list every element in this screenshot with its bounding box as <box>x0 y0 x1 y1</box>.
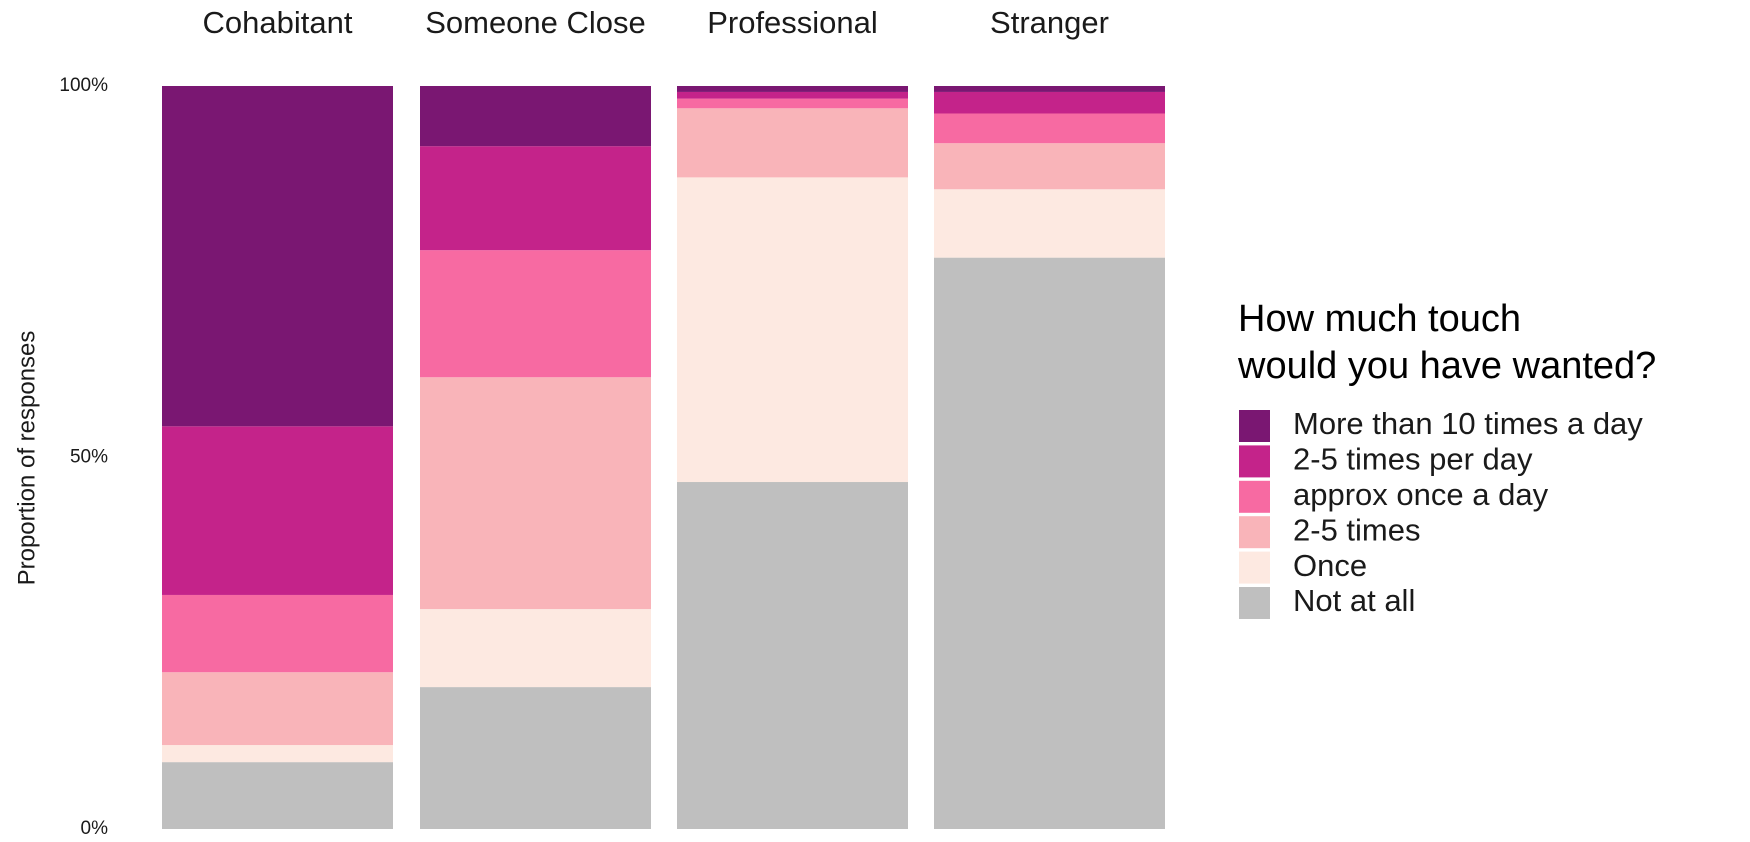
legend-label: approx once a day <box>1293 477 1549 512</box>
legend-swatch <box>1239 516 1270 549</box>
bar-segment <box>934 113 1165 144</box>
bar-segment <box>420 687 651 829</box>
legend-swatch <box>1239 445 1270 478</box>
bar-segment <box>420 609 651 688</box>
legend-label: Once <box>1293 548 1367 583</box>
bar-segment <box>420 377 651 610</box>
bar-segment <box>934 143 1165 190</box>
bar-segment <box>420 250 651 378</box>
bar-segment <box>162 745 393 763</box>
facet-label: Stranger <box>990 5 1109 40</box>
y-tick-label: 100% <box>59 75 108 96</box>
y-tick-label: 0% <box>81 818 109 839</box>
bar-segment <box>162 762 393 829</box>
facet-label: Someone Close <box>425 5 646 40</box>
bar-segment <box>162 426 393 595</box>
bar-segment <box>934 91 1165 114</box>
bar-segment <box>677 86 908 92</box>
bar-segment <box>162 672 393 746</box>
bar-segment <box>934 189 1165 258</box>
bar-segment <box>420 86 651 147</box>
bar-segment <box>420 146 651 251</box>
legend-label: 2-5 times per day <box>1293 442 1533 477</box>
bar-segment <box>677 108 908 178</box>
bar-segment <box>162 594 393 673</box>
bar-segment <box>162 86 393 427</box>
bar-segment <box>677 91 908 99</box>
bar-segment <box>677 177 908 483</box>
legend-label: 2-5 times <box>1293 512 1420 547</box>
bar-segment <box>934 86 1165 92</box>
legend-swatch <box>1239 551 1270 584</box>
facet-label: Professional <box>707 5 878 40</box>
legend-label: Not at all <box>1293 583 1415 618</box>
legend-label: More than 10 times a day <box>1293 406 1643 441</box>
bar-segment <box>677 482 908 829</box>
bar-segment <box>677 98 908 109</box>
y-tick-label: 50% <box>70 447 108 468</box>
legend-swatch <box>1239 480 1270 513</box>
bar-segment <box>934 257 1165 829</box>
legend-swatch <box>1239 410 1270 442</box>
y-axis-label: Proportion of responses <box>13 331 40 586</box>
facet-label: Cohabitant <box>203 5 353 40</box>
legend-title: How much touch would you have wanted? <box>1238 298 1657 387</box>
legend-swatch <box>1239 587 1270 619</box>
